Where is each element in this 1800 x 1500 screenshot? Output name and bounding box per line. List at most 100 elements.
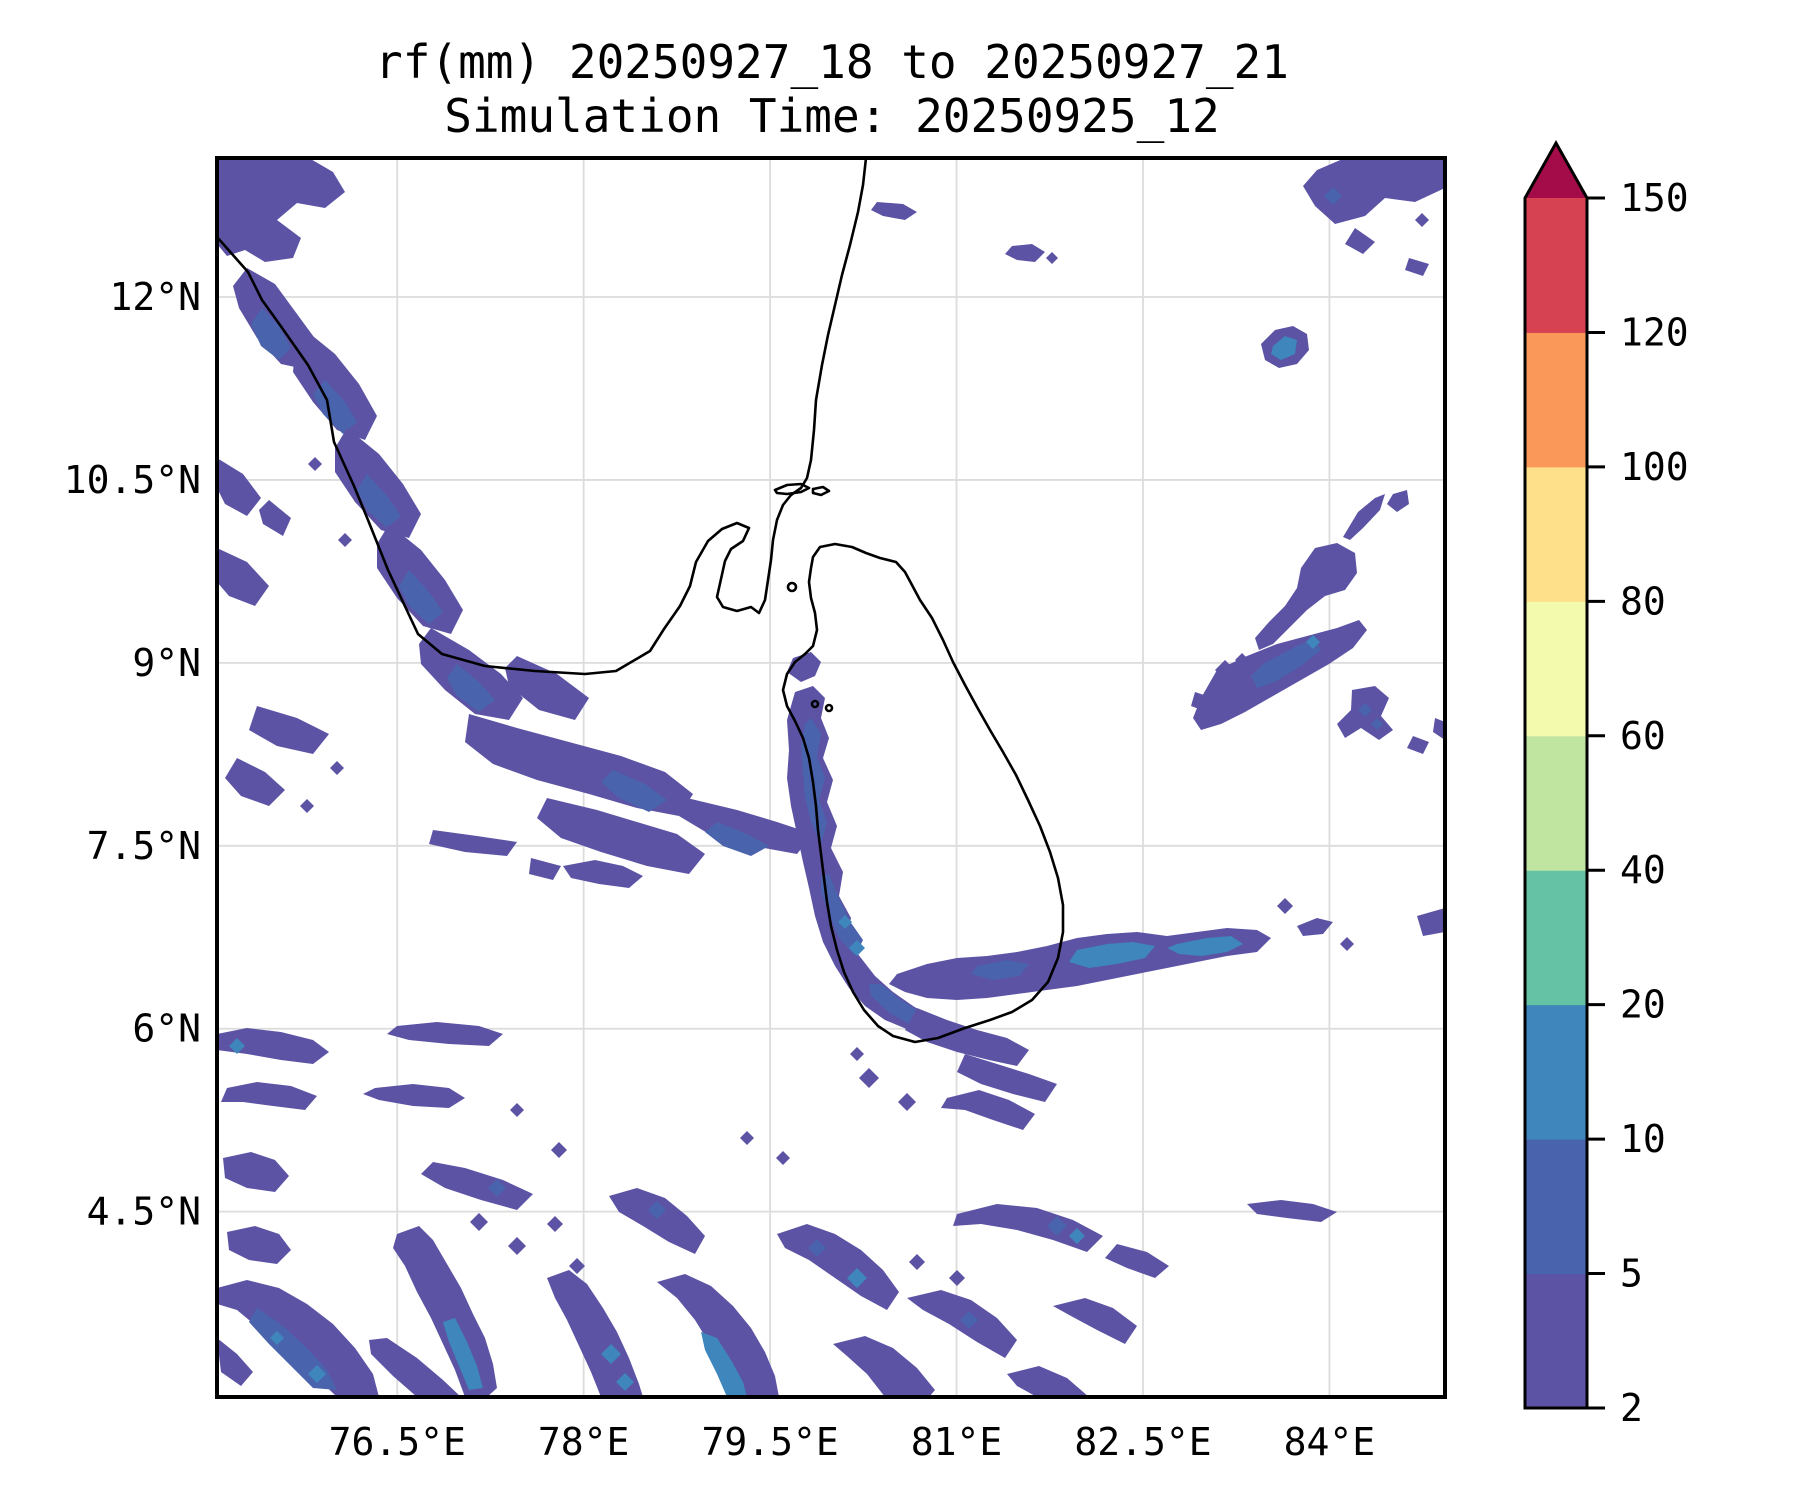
x-tick-label: 78°E — [538, 1420, 630, 1464]
rain-patch-small — [508, 1237, 526, 1255]
rain-patch-small — [838, 915, 852, 929]
rain-patch — [399, 570, 443, 624]
y-tick-label: 6°N — [132, 1007, 201, 1051]
rain-patch — [833, 1336, 935, 1397]
rain-patch-small — [859, 1068, 879, 1088]
colorbar-tick-label: 5 — [1620, 1252, 1643, 1296]
rain-patch — [1405, 258, 1429, 276]
coastline-sri-lanka — [781, 542, 1065, 1044]
rain-patch — [563, 860, 643, 888]
colorbar-tick-label: 80 — [1620, 579, 1666, 623]
colorbar-segment — [1525, 735, 1587, 871]
rain-patch-small — [616, 1373, 634, 1391]
rain-patch — [505, 656, 589, 720]
rain-patch — [1417, 908, 1445, 936]
rain-patch-small — [569, 1258, 585, 1274]
rain-patch — [679, 798, 813, 854]
colorbar-segment — [1525, 198, 1587, 333]
rain-patch-small — [308, 457, 322, 471]
rain-patch — [251, 308, 291, 360]
colorbar-tick-label: 60 — [1620, 714, 1666, 758]
y-tick-label: 12°N — [109, 275, 201, 319]
rain-patch-small — [308, 1365, 326, 1383]
coastline-islet — [786, 581, 798, 593]
rain-patch — [217, 1028, 329, 1064]
rain-patch — [369, 1338, 461, 1397]
colorbar-segment — [1525, 1004, 1587, 1140]
colorbar-segment — [1525, 332, 1587, 468]
rain-patch — [1255, 543, 1357, 650]
x-tick-label: 81°E — [911, 1420, 1003, 1464]
rain-patch — [869, 984, 923, 1026]
rain-patch — [1005, 244, 1045, 262]
rain-patch — [905, 1008, 1029, 1066]
rain-patch-small — [1235, 653, 1249, 667]
rain-patch — [601, 770, 667, 812]
rain-patch-small — [776, 1151, 790, 1165]
rain-patch — [223, 1152, 289, 1192]
rain-patch — [1271, 336, 1297, 360]
rain-patch — [957, 1054, 1057, 1102]
rain-patch-small — [849, 940, 865, 956]
rain-patch — [1247, 1200, 1337, 1222]
colorbar-segment — [1525, 601, 1587, 737]
rain-patch — [293, 328, 377, 440]
x-tick-label: 76.5°E — [329, 1420, 466, 1464]
y-tick-label: 9°N — [132, 641, 201, 685]
colorbar-segment — [1525, 1139, 1587, 1275]
coastlines — [217, 158, 1065, 1044]
rain-patch — [1407, 736, 1429, 754]
rain-patch — [225, 758, 285, 806]
rain-patch-small — [1358, 703, 1372, 717]
rain-patch — [941, 1090, 1035, 1130]
colorbar-tick-label: 120 — [1620, 310, 1689, 354]
rain-patch-small — [470, 1213, 488, 1231]
colorbar-extend-arrow — [1525, 143, 1587, 198]
colorbar-outline — [1523, 139, 1589, 1410]
rain-patch — [421, 1162, 533, 1210]
rain-patch — [871, 202, 917, 220]
rain-patch — [537, 798, 705, 874]
rain-patch — [787, 652, 821, 682]
colorbar-tick-label: 100 — [1620, 445, 1689, 489]
rain-patch-small — [1324, 187, 1342, 205]
rain-patch — [1007, 1366, 1089, 1397]
rain-patch — [419, 628, 523, 720]
colorbar-segment — [1525, 1273, 1587, 1409]
rain-patch-small — [1215, 660, 1235, 680]
rain-patch-small — [1277, 898, 1293, 914]
rain-patch — [1069, 942, 1155, 968]
rain-patch — [1297, 918, 1333, 936]
rain-patch — [1303, 158, 1445, 224]
rain-patch — [217, 548, 269, 606]
rain-patch-small — [648, 1201, 666, 1219]
rain-patch — [357, 474, 401, 528]
rain-patch-small — [547, 1216, 563, 1232]
rain-patch-small — [1047, 1216, 1067, 1236]
rain-patch — [701, 1332, 747, 1397]
colorbar-tick-label: 40 — [1620, 848, 1666, 892]
rain-patch-small — [488, 1179, 506, 1197]
rain-patch — [429, 830, 517, 856]
rain-patch-small — [601, 1344, 621, 1364]
rain-patch — [787, 686, 933, 1034]
rain-patch — [547, 1270, 643, 1397]
y-tick-label: 7.5°N — [87, 824, 201, 868]
map-frame — [215, 156, 1447, 1399]
colorbar-segment — [1525, 870, 1587, 1006]
coastline-islet — [811, 485, 831, 497]
x-tick-label: 82.5°E — [1074, 1420, 1211, 1464]
colorbar-segment — [1525, 466, 1587, 602]
rain-patch — [1251, 638, 1321, 688]
rain-patch-small — [898, 1093, 916, 1111]
rain-patch-small — [229, 1038, 245, 1054]
rain-patch — [1345, 228, 1375, 254]
rain-patch — [227, 1226, 291, 1264]
x-tick-label: 79.5°E — [701, 1420, 838, 1464]
rain-patch-small — [270, 1331, 284, 1345]
plot-subtitle: Simulation Time: 20250925_12 — [444, 89, 1219, 143]
rain-patch — [1433, 718, 1445, 740]
rain-patch — [217, 458, 261, 516]
